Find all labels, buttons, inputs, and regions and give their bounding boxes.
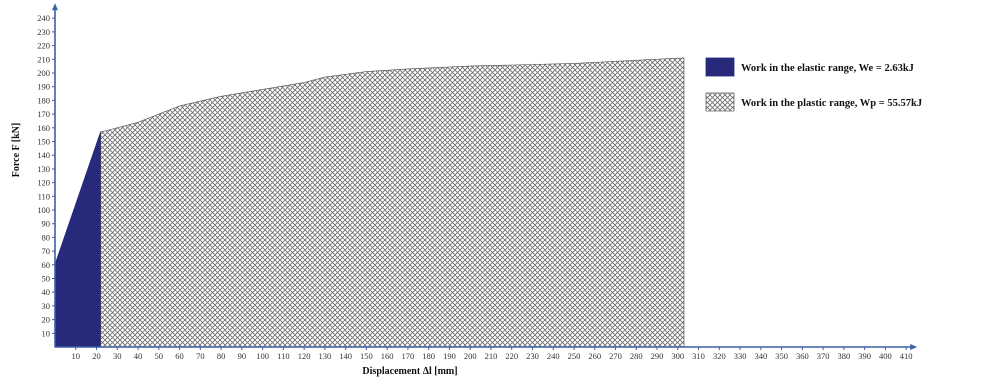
y-tick-label: 220	[37, 41, 50, 51]
y-tick-label: 230	[37, 27, 50, 37]
x-tick-label: 200	[464, 351, 477, 361]
y-tick-label: 100	[37, 205, 50, 215]
area-plastic	[100, 57, 685, 348]
legend-swatch	[705, 57, 735, 77]
y-axis-title: Force F [kN]	[11, 123, 22, 177]
x-tick-label: 190	[443, 351, 456, 361]
y-tick-label: 180	[37, 95, 50, 105]
chart-legend: Work in the elastic range, We = 2.63kJ Wo…	[705, 57, 922, 112]
x-tick-label: 170	[402, 351, 415, 361]
x-tick-label: 370	[817, 351, 830, 361]
y-tick-label: 170	[37, 109, 50, 119]
y-tick-label: 200	[37, 68, 50, 78]
y-tick-label: 150	[37, 137, 50, 147]
x-tick-label: 120	[298, 351, 311, 361]
y-tick-label: 90	[42, 219, 51, 229]
x-tick-label: 220	[505, 351, 518, 361]
legend-swatch	[705, 92, 735, 112]
x-tick-label: 80	[217, 351, 226, 361]
y-tick-label: 240	[37, 13, 50, 23]
x-tick-label: 250	[568, 351, 581, 361]
x-tick-label: 130	[319, 351, 332, 361]
y-tick-label: 20	[42, 315, 51, 325]
x-tick-label: 40	[134, 351, 143, 361]
x-tick-label: 280	[630, 351, 643, 361]
area-elastic	[54, 131, 102, 348]
x-tick-label: 60	[175, 351, 184, 361]
y-tick-label: 60	[42, 260, 51, 270]
y-tick-label: 30	[42, 301, 51, 311]
x-tick-label: 340	[754, 351, 767, 361]
x-tick-label: 320	[713, 351, 726, 361]
y-tick-label: 50	[42, 274, 51, 284]
y-tick-label: 10	[42, 328, 51, 338]
x-tick-label: 110	[277, 351, 289, 361]
x-tick-label: 90	[238, 351, 247, 361]
x-tick-label: 290	[651, 351, 664, 361]
x-axis-arrow	[910, 344, 918, 350]
x-tick-label: 360	[796, 351, 809, 361]
y-tick-label: 70	[42, 246, 51, 256]
y-tick-label: 120	[37, 178, 50, 188]
x-tick-label: 380	[838, 351, 851, 361]
x-tick-label: 390	[858, 351, 871, 361]
x-axis-title: Displacement Δl [mm]	[362, 366, 457, 377]
x-tick-label: 350	[775, 351, 788, 361]
x-tick-label: 330	[734, 351, 747, 361]
legend-label: Work in the elastic range, We = 2.63kJ	[741, 63, 914, 74]
x-tick-label: 140	[339, 351, 352, 361]
x-tick-label: 20	[92, 351, 101, 361]
x-tick-label: 400	[879, 351, 892, 361]
y-axis-arrow	[52, 3, 58, 11]
x-tick-label: 100	[256, 351, 269, 361]
y-tick-label: 210	[37, 54, 50, 64]
x-tick-label: 160	[381, 351, 394, 361]
x-tick-label: 230	[526, 351, 539, 361]
chart-ticks: 10 20 30 40 50 60 70 80 90 100 110 120 130 140 150 160 1…	[37, 13, 912, 361]
x-tick-label: 240	[547, 351, 560, 361]
legend-label: Work in the plastic range, Wp = 55.57kJ	[741, 98, 922, 109]
y-tick-label: 190	[37, 82, 50, 92]
x-tick-label: 50	[155, 351, 164, 361]
x-tick-label: 150	[360, 351, 373, 361]
x-tick-label: 270	[609, 351, 622, 361]
y-tick-label: 110	[38, 191, 50, 201]
y-tick-label: 40	[42, 287, 51, 297]
y-tick-label: 130	[37, 164, 50, 174]
x-tick-label: 300	[671, 351, 684, 361]
x-tick-label: 410	[900, 351, 913, 361]
chart-areas	[54, 57, 685, 348]
y-tick-label: 140	[37, 150, 50, 160]
chart-axes	[52, 3, 918, 350]
x-tick-label: 180	[422, 351, 435, 361]
x-tick-label: 260	[588, 351, 601, 361]
x-tick-label: 310	[692, 351, 705, 361]
x-tick-label: 10	[72, 351, 81, 361]
x-tick-label: 210	[485, 351, 498, 361]
y-tick-label: 80	[42, 232, 51, 242]
x-tick-label: 30	[113, 351, 122, 361]
y-tick-label: 160	[37, 123, 50, 133]
x-tick-label: 70	[196, 351, 205, 361]
